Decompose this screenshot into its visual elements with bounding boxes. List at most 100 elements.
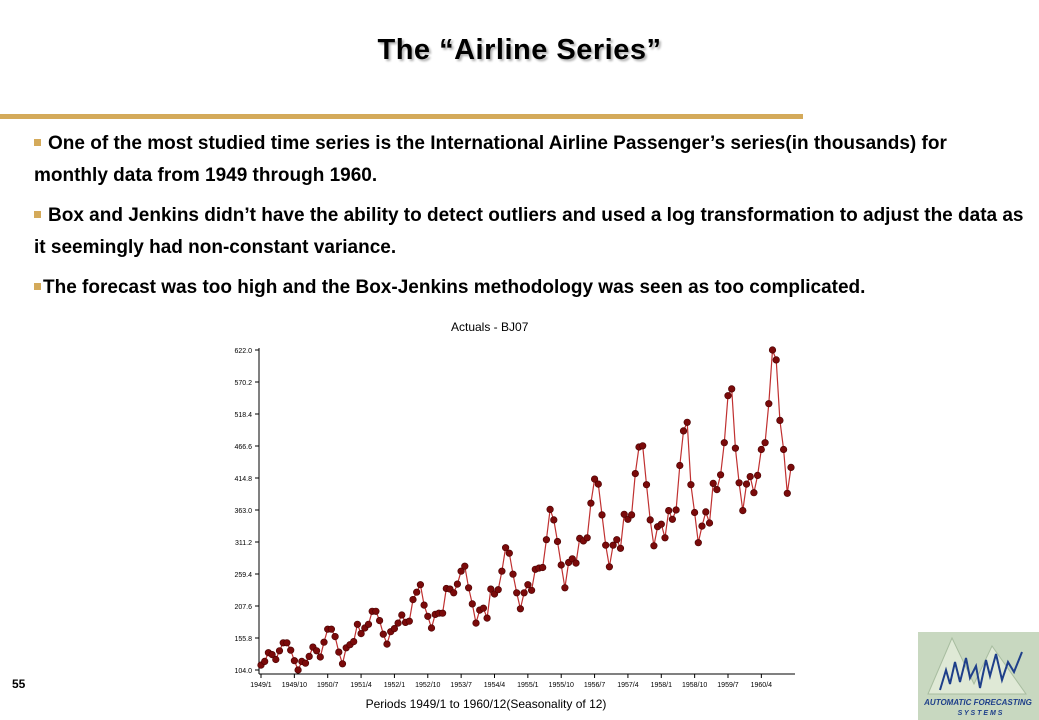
logo-text-line2: S Y S T E M S [958, 710, 1003, 717]
data-point [416, 581, 424, 589]
data-point [394, 619, 402, 627]
data-point [628, 511, 636, 519]
y-tick-label: 518.4 [234, 412, 252, 419]
data-point [468, 600, 476, 608]
data-point [472, 619, 480, 627]
data-point [398, 611, 406, 619]
data-point [772, 356, 780, 364]
data-point [676, 461, 684, 470]
data-point [320, 638, 328, 646]
chart-title: Actuals - BJ07 [451, 320, 529, 334]
data-point [691, 508, 699, 517]
data-point [494, 586, 502, 594]
company-logo: AUTOMATIC FORECASTING S Y S T E M S [918, 632, 1039, 720]
data-point [487, 585, 495, 593]
data-point [357, 630, 365, 638]
bullet-text: Box and Jenkins didn’t have the ability … [34, 205, 1024, 258]
x-tick-label: 1953/7 [450, 682, 472, 689]
data-point [353, 620, 361, 628]
data-point [379, 630, 387, 638]
x-tick-label: 1958/10 [682, 682, 707, 689]
data-point [461, 562, 469, 570]
data-point [261, 657, 269, 666]
data-point [642, 481, 651, 489]
bullet-text: The forecast was too high and the Box-Je… [43, 277, 866, 298]
data-point [272, 655, 280, 664]
data-point [631, 470, 639, 478]
data-point [453, 580, 461, 588]
data-point [305, 652, 313, 661]
data-point [405, 617, 413, 625]
x-tick-label: 1952/10 [415, 682, 440, 689]
y-tick-label: 466.6 [234, 444, 252, 451]
data-point [728, 385, 736, 393]
data-point [650, 542, 658, 550]
data-point [546, 505, 554, 513]
logo-text-line1: AUTOMATIC FORECASTING [923, 698, 1032, 707]
x-tick-label: 1951/4 [350, 682, 372, 689]
data-point [776, 416, 784, 424]
y-tick-label: 104.0 [234, 668, 252, 675]
data-point [372, 607, 380, 615]
data-point [583, 534, 591, 542]
y-tick-label: 207.6 [234, 604, 252, 611]
data-point [465, 584, 473, 592]
data-point [765, 400, 773, 408]
square-bullet-icon [34, 211, 41, 218]
data-point [587, 499, 595, 507]
data-point [753, 471, 762, 479]
data-point [602, 541, 610, 549]
x-tick-label: 1954/4 [484, 682, 506, 689]
data-point [672, 506, 680, 514]
data-point [598, 511, 606, 519]
data-point [275, 647, 284, 655]
data-point [720, 439, 728, 447]
data-point [716, 471, 725, 479]
data-point [761, 439, 769, 447]
bullet-list: One of the most studied time series is t… [34, 128, 1024, 312]
data-point [683, 418, 691, 426]
data-point [364, 620, 373, 628]
data-point [409, 596, 417, 604]
x-tick-label: 1949/10 [282, 682, 307, 689]
data-point [316, 653, 324, 661]
data-point [327, 625, 335, 633]
series-line [260, 349, 792, 672]
data-point [557, 561, 565, 569]
bullet-item: Box and Jenkins didn’t have the ability … [34, 200, 1024, 264]
data-point [350, 638, 358, 646]
data-point [457, 567, 465, 575]
data-point [613, 536, 621, 544]
y-tick-label: 363.0 [234, 508, 252, 515]
data-point [709, 479, 717, 487]
data-point [679, 427, 688, 435]
data-point [657, 520, 665, 528]
data-point [283, 639, 291, 647]
data-point [698, 522, 706, 530]
y-tick-label: 622.0 [234, 348, 252, 355]
data-point [376, 617, 384, 625]
square-bullet-icon [34, 139, 41, 146]
title-divider [0, 114, 803, 119]
data-point [757, 445, 765, 454]
data-point [687, 481, 695, 489]
data-point [390, 625, 398, 633]
data-point [609, 541, 617, 549]
data-point [483, 614, 491, 622]
data-point [702, 508, 710, 516]
data-point [783, 489, 791, 497]
data-point [335, 648, 343, 656]
data-point [498, 567, 506, 575]
data-point [513, 589, 521, 597]
data-point [502, 544, 510, 552]
x-tick-label: 1952/1 [384, 682, 406, 689]
data-point [750, 489, 758, 497]
data-point [605, 563, 614, 571]
data-point [539, 563, 547, 572]
data-point [594, 480, 602, 488]
data-point [620, 510, 628, 518]
data-point [516, 605, 525, 613]
data-point [509, 570, 517, 578]
data-point [646, 516, 654, 524]
bullet-text: One of the most studied time series is t… [34, 133, 947, 186]
